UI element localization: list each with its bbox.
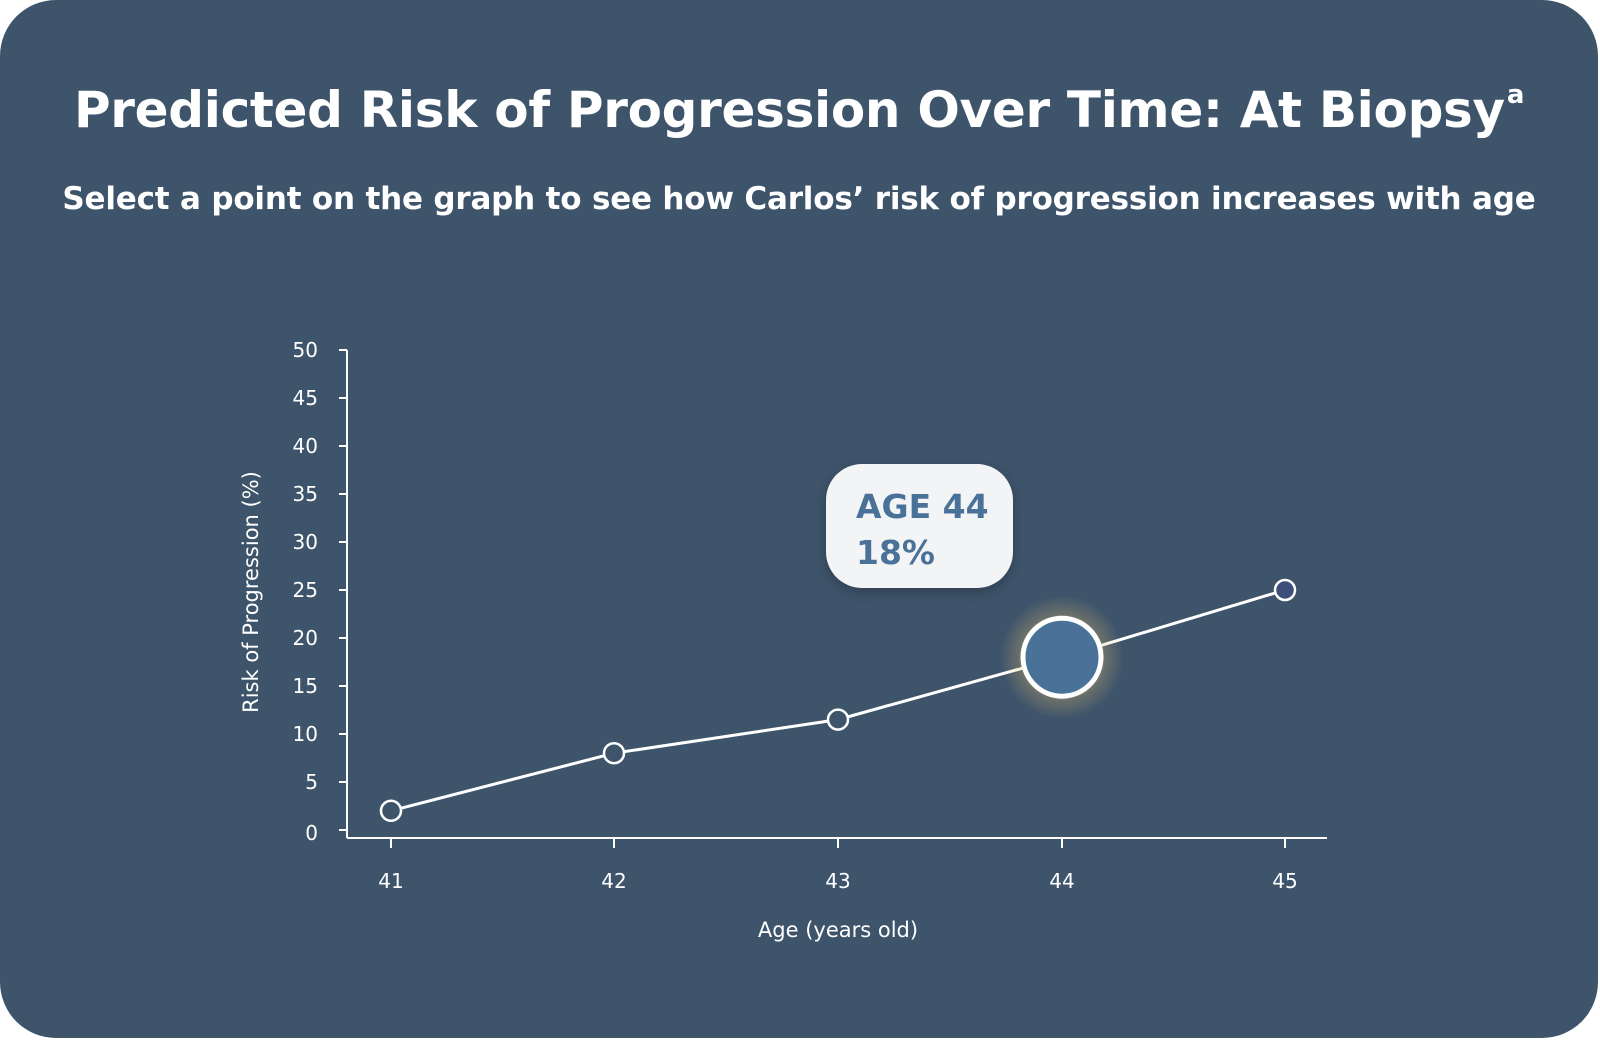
tooltip-value: 18% <box>856 533 935 572</box>
y-tick-label: 5 <box>305 770 318 794</box>
x-tick-label: 45 <box>1272 869 1297 893</box>
title-footnote-marker: a <box>1506 80 1525 110</box>
y-tick-label: 25 <box>293 578 318 602</box>
selected-data-point <box>1020 615 1104 699</box>
y-tick-label: 20 <box>293 626 318 650</box>
y-tick-label: 15 <box>293 674 318 698</box>
y-axis-title: Risk of Progression (%) <box>239 471 263 713</box>
x-tick-label: 43 <box>825 869 850 893</box>
y-tick-label: 35 <box>293 482 318 506</box>
x-tick-label: 44 <box>1049 869 1074 893</box>
y-tick-label: 40 <box>293 434 318 458</box>
chart-title-text: Predicted Risk of Progression Over Time:… <box>73 81 1505 139</box>
chart-subtitle: Select a point on the graph to see how C… <box>62 181 1536 217</box>
y-tick-label: 0 <box>305 821 318 845</box>
series-line <box>390 588 1286 813</box>
data-point <box>379 799 403 823</box>
x-tick-label: 42 <box>601 869 626 893</box>
data-point <box>826 708 850 731</box>
y-tick-label: 45 <box>293 386 318 410</box>
y-tick-label: 30 <box>293 530 318 554</box>
x-axis-title: Age (years old) <box>758 918 918 942</box>
x-tick-label: 41 <box>378 869 403 893</box>
data-point <box>1273 578 1297 602</box>
chart-title: Predicted Risk of Progression Over Time:… <box>0 80 1598 139</box>
data-point <box>602 741 626 765</box>
selected-point-tooltip: AGE 44 18% <box>826 464 1013 588</box>
y-tick-label: 50 <box>293 338 318 362</box>
tooltip-age: AGE 44 <box>856 487 989 526</box>
y-tick-label: 10 <box>293 722 318 746</box>
